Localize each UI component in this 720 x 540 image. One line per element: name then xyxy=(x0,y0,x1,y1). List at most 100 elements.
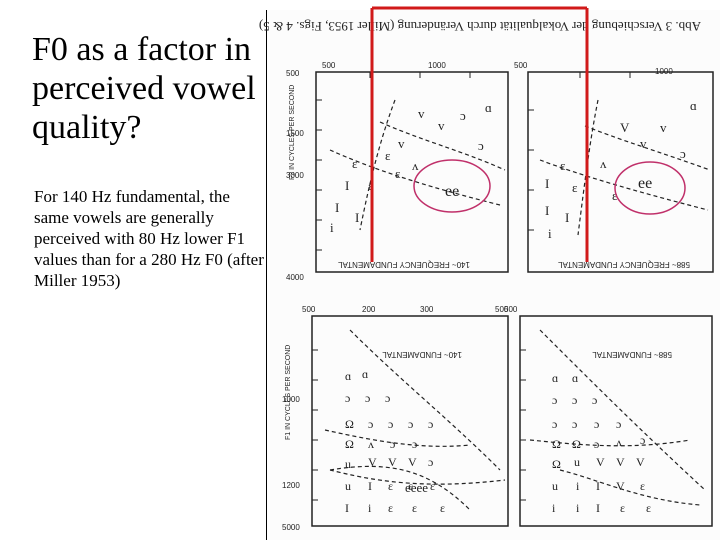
tick-label: 1000 xyxy=(282,395,300,404)
tick-label: 500 xyxy=(322,61,336,70)
svg-text:ɔ: ɔ xyxy=(572,417,577,431)
svg-text:ε: ε xyxy=(612,188,618,203)
tick-label: 500 xyxy=(504,305,518,314)
plot-top-left: 500 1000 500 1500 3000 4000 F2 IN CYCLES… xyxy=(286,61,509,282)
svg-text:u: u xyxy=(345,479,351,493)
svg-text:Ω: Ω xyxy=(345,417,354,431)
svg-text:ε: ε xyxy=(640,479,645,493)
tick-label: 4000 xyxy=(286,273,304,282)
svg-text:ee: ee xyxy=(445,183,459,200)
svg-text:ε: ε xyxy=(430,479,435,493)
tick-label: 500 xyxy=(495,305,509,314)
highlight-circle-right xyxy=(614,161,686,215)
svg-text:I: I xyxy=(596,501,600,515)
svg-text:ɑ: ɑ xyxy=(552,371,558,385)
svg-text:ε: ε xyxy=(388,501,393,515)
svg-text:I: I xyxy=(345,501,349,515)
svg-text:V: V xyxy=(620,120,630,135)
column-divider xyxy=(266,10,267,540)
svg-text:ɔ: ɔ xyxy=(388,417,393,431)
svg-text:ɑ: ɑ xyxy=(345,369,351,383)
svg-text:v: v xyxy=(438,118,445,133)
svg-text:ɔ: ɔ xyxy=(552,393,557,407)
svg-text:ɔ: ɔ xyxy=(552,417,557,431)
svg-text:I: I xyxy=(335,200,339,215)
svg-text:V: V xyxy=(636,455,645,469)
plot-label: 140~ FREQUENCY FUNDAMENTAL xyxy=(337,260,470,269)
svg-text:ε: ε xyxy=(352,156,358,171)
svg-text:i: i xyxy=(576,479,580,493)
scan-background xyxy=(270,10,720,540)
svg-text:ɔ: ɔ xyxy=(572,393,577,407)
svg-text:ε: ε xyxy=(620,501,625,515)
svg-text:ʌ: ʌ xyxy=(412,158,419,173)
svg-text:I: I xyxy=(545,203,549,218)
svg-text:ɑ: ɑ xyxy=(572,371,578,385)
svg-text:I: I xyxy=(545,176,549,191)
tick-label: 1000 xyxy=(428,61,446,70)
svg-text:I: I xyxy=(368,479,372,493)
plot-bottom-left: 500 200 300 500 1000 1200 5000 F1 IN CYC… xyxy=(282,305,509,532)
tick-label: 500 xyxy=(514,61,528,70)
svg-text:V: V xyxy=(616,479,625,493)
slide-body-text: For 140 Hz fundamental, the same vowels … xyxy=(34,187,264,290)
svg-text:ε: ε xyxy=(385,148,391,163)
svg-text:I: I xyxy=(596,479,600,493)
plot-frame xyxy=(315,71,509,273)
svg-text:ʌ: ʌ xyxy=(600,156,607,171)
svg-text:i: i xyxy=(548,226,552,241)
svg-text:ɔ: ɔ xyxy=(390,437,395,451)
svg-text:u: u xyxy=(345,457,351,471)
svg-text:ɔ: ɔ xyxy=(365,391,370,405)
svg-text:ɔ: ɔ xyxy=(412,437,417,451)
svg-text:I: I xyxy=(355,210,359,225)
svg-text:V: V xyxy=(616,455,625,469)
tick-label: 1000 xyxy=(655,67,673,76)
axis-label: F2 IN CYCLES PER SECOND xyxy=(289,85,296,180)
svg-text:ɔ: ɔ xyxy=(478,138,484,153)
axis-label: F1 IN CYCLES PER SECOND xyxy=(285,345,292,440)
plot-label: 140~ FUNDAMENTAL xyxy=(382,350,462,359)
svg-text:u: u xyxy=(552,479,558,493)
svg-text:ε: ε xyxy=(572,180,578,195)
slide-title: F0 as a factor in perceived vowel qualit… xyxy=(32,31,256,146)
tick-label: 5000 xyxy=(282,523,300,532)
svg-text:ε: ε xyxy=(440,501,445,515)
svg-text:u: u xyxy=(574,455,580,469)
svg-text:Ω: Ω xyxy=(572,437,581,451)
plot-label: 588~ FREQUENCY FUNDAMENTAL xyxy=(557,260,690,269)
svg-text:ɔ: ɔ xyxy=(460,108,466,123)
tick-label: 1500 xyxy=(286,129,304,138)
svg-text:v: v xyxy=(660,120,667,135)
svg-text:ɔ: ɔ xyxy=(345,391,350,405)
svg-text:ɔ: ɔ xyxy=(616,417,621,431)
svg-text:V: V xyxy=(368,455,377,469)
svg-text:ʌ: ʌ xyxy=(616,435,622,449)
svg-text:ε: ε xyxy=(412,501,417,515)
svg-text:V: V xyxy=(408,455,417,469)
svg-text:I: I xyxy=(345,178,349,193)
svg-text:Ω: Ω xyxy=(552,457,561,471)
svg-text:ee: ee xyxy=(638,175,652,192)
svg-text:ɔ: ɔ xyxy=(428,417,433,431)
svg-text:ɑ: ɑ xyxy=(362,367,368,381)
tick-label: 3000 xyxy=(286,171,304,180)
scan-caption: Abb. 3 Verschiebung der Vokalqualität du… xyxy=(259,19,701,34)
tick-label: 300 xyxy=(420,305,434,314)
svg-text:ɔ: ɔ xyxy=(640,433,645,447)
svg-text:i: i xyxy=(576,501,580,515)
red-annotations xyxy=(370,6,686,262)
svg-text:v: v xyxy=(640,136,647,151)
tick-label: 1200 xyxy=(282,481,300,490)
svg-text:Ω: Ω xyxy=(552,437,561,451)
svg-text:V: V xyxy=(596,455,605,469)
svg-text:eeee: eeee xyxy=(405,480,428,495)
svg-text:ε: ε xyxy=(388,479,393,493)
svg-text:ɔ: ɔ xyxy=(385,391,390,405)
svg-text:ɔ: ɔ xyxy=(680,146,686,161)
svg-text:i: i xyxy=(368,501,372,515)
svg-text:Ω: Ω xyxy=(345,437,354,451)
